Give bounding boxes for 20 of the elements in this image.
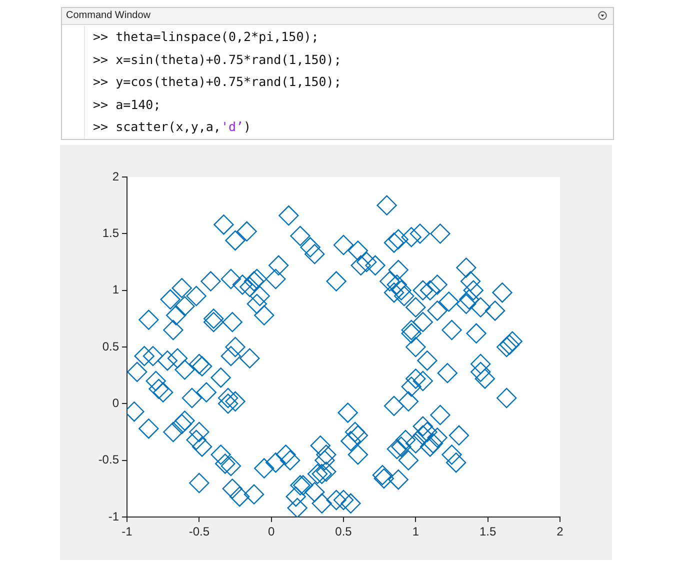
text: >> y=cos(theta)+0.75*rand(1,150); bbox=[93, 73, 342, 91]
x-tick-label: 2 bbox=[556, 524, 564, 539]
y-tick-label: 0 bbox=[112, 396, 120, 410]
x-tick-label: -0.5 bbox=[188, 524, 210, 539]
y-tick-label: 1.5 bbox=[102, 226, 120, 240]
y-tick-label: 1 bbox=[112, 282, 120, 297]
y-tick-label: 0.5 bbox=[102, 339, 120, 354]
text: Command Window bbox=[62, 8, 613, 25]
x-tick-label: 1 bbox=[412, 524, 420, 539]
text: >> x=sin(theta)+0.75*rand(1,150); bbox=[93, 50, 342, 68]
y-tick-label: -1 bbox=[108, 509, 120, 524]
x-tick-label: 0.5 bbox=[335, 524, 352, 539]
text: >> scatter(x,y,a,'d’) bbox=[93, 118, 252, 136]
text: >> a=140; bbox=[93, 96, 162, 114]
text: >> theta=linspace(0,2*pi,150); bbox=[93, 28, 320, 46]
x-tick-label: 1.5 bbox=[479, 524, 496, 539]
x-tick-label: 0 bbox=[268, 524, 275, 539]
y-tick-label: -0.5 bbox=[98, 452, 120, 467]
y-tick-label: 2 bbox=[112, 169, 120, 184]
x-tick-label: -1 bbox=[122, 524, 133, 539]
